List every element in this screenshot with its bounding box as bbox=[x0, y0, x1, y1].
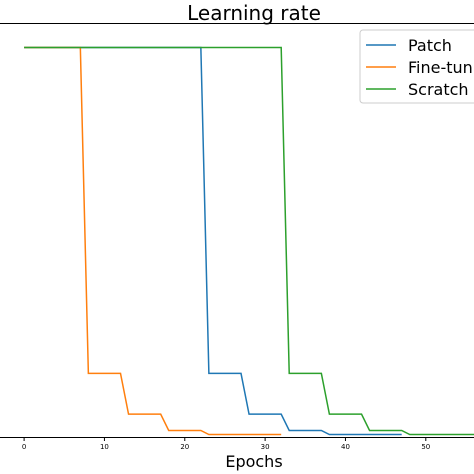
chart-title: Learning rate bbox=[187, 1, 321, 25]
x-tick-label: 30 bbox=[261, 443, 270, 451]
x-axis-label: Epochs bbox=[225, 452, 282, 471]
series-line-patch bbox=[24, 46, 402, 436]
legend: Patch Fine-tuning Scratch bbox=[359, 29, 474, 104]
series-line-fine-tuning bbox=[24, 46, 282, 436]
x-tick-label: 50 bbox=[421, 443, 430, 451]
legend-label: Fine-tuning bbox=[408, 58, 474, 77]
legend-box bbox=[359, 29, 474, 104]
legend-label: Patch bbox=[408, 36, 452, 55]
x-axis-ticks: 0 10 20 30 40 50 bbox=[22, 437, 430, 451]
x-tick-label: 10 bbox=[100, 443, 109, 451]
series-lines bbox=[24, 46, 474, 436]
legend-label: Scratch bbox=[408, 80, 469, 99]
x-tick-label: 20 bbox=[180, 443, 189, 451]
series-line-scratch bbox=[24, 46, 474, 436]
x-tick-label: 40 bbox=[341, 443, 350, 451]
x-tick-label: 0 bbox=[22, 443, 26, 451]
